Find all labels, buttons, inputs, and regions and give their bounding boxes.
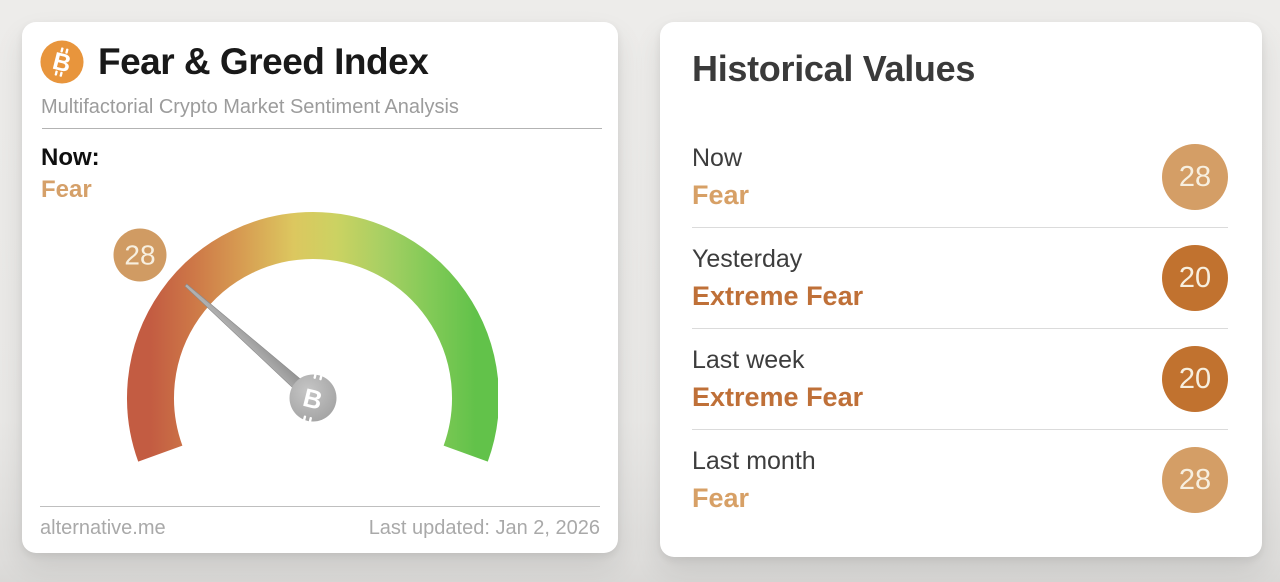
now-sentiment: Fear	[41, 176, 92, 203]
card-header: B Fear & Greed Index	[40, 40, 429, 84]
row-sentiment: Extreme Fear	[692, 381, 864, 412]
historical-title: Historical Values	[692, 48, 976, 89]
historical-row-now: Now Fear 28	[692, 127, 1228, 228]
last-updated-label: Last updated: Jan 2, 2026	[368, 517, 600, 539]
gauge-arc	[127, 212, 498, 462]
index-title: Fear & Greed Index	[98, 40, 429, 82]
now-label: Now:	[41, 144, 100, 171]
row-label: Yesterday	[692, 244, 803, 273]
row-sentiment: Extreme Fear	[692, 280, 864, 311]
index-subtitle: Multifactorial Crypto Market Sentiment A…	[41, 96, 459, 118]
header-divider	[42, 128, 602, 129]
historical-values-card: Historical Values Now Fear 28 Yesterday …	[660, 22, 1262, 557]
row-value-badge: 28	[1162, 447, 1228, 513]
historical-row-yesterday: Yesterday Extreme Fear 20	[692, 228, 1228, 329]
source-link[interactable]: alternative.me	[40, 517, 166, 539]
historical-row-last-week: Last week Extreme Fear 20	[692, 329, 1228, 430]
row-value-badge: 20	[1162, 346, 1228, 412]
historical-rows: Now Fear 28 Yesterday Extreme Fear 20 La…	[692, 127, 1228, 530]
bitcoin-logo-icon: B	[40, 40, 84, 84]
row-value-badge: 20	[1162, 245, 1228, 311]
fear-greed-index-card: B Fear & Greed Index Multifactorial Cryp…	[22, 22, 618, 553]
svg-text:28: 28	[124, 240, 155, 271]
row-label: Now	[692, 143, 743, 172]
historical-row-last-month: Last month Fear 28	[692, 430, 1228, 530]
gauge-value-badge: 28	[113, 228, 167, 282]
card-footer: alternative.me Last updated: Jan 2, 2026	[40, 506, 600, 540]
row-sentiment: Fear	[692, 482, 750, 513]
row-value-badge: 28	[1162, 144, 1228, 210]
row-label: Last week	[692, 345, 805, 374]
gauge-chart: B 28	[113, 212, 498, 462]
row-label: Last month	[692, 446, 816, 475]
row-sentiment: Fear	[692, 179, 750, 210]
gauge-hub	[289, 374, 337, 422]
